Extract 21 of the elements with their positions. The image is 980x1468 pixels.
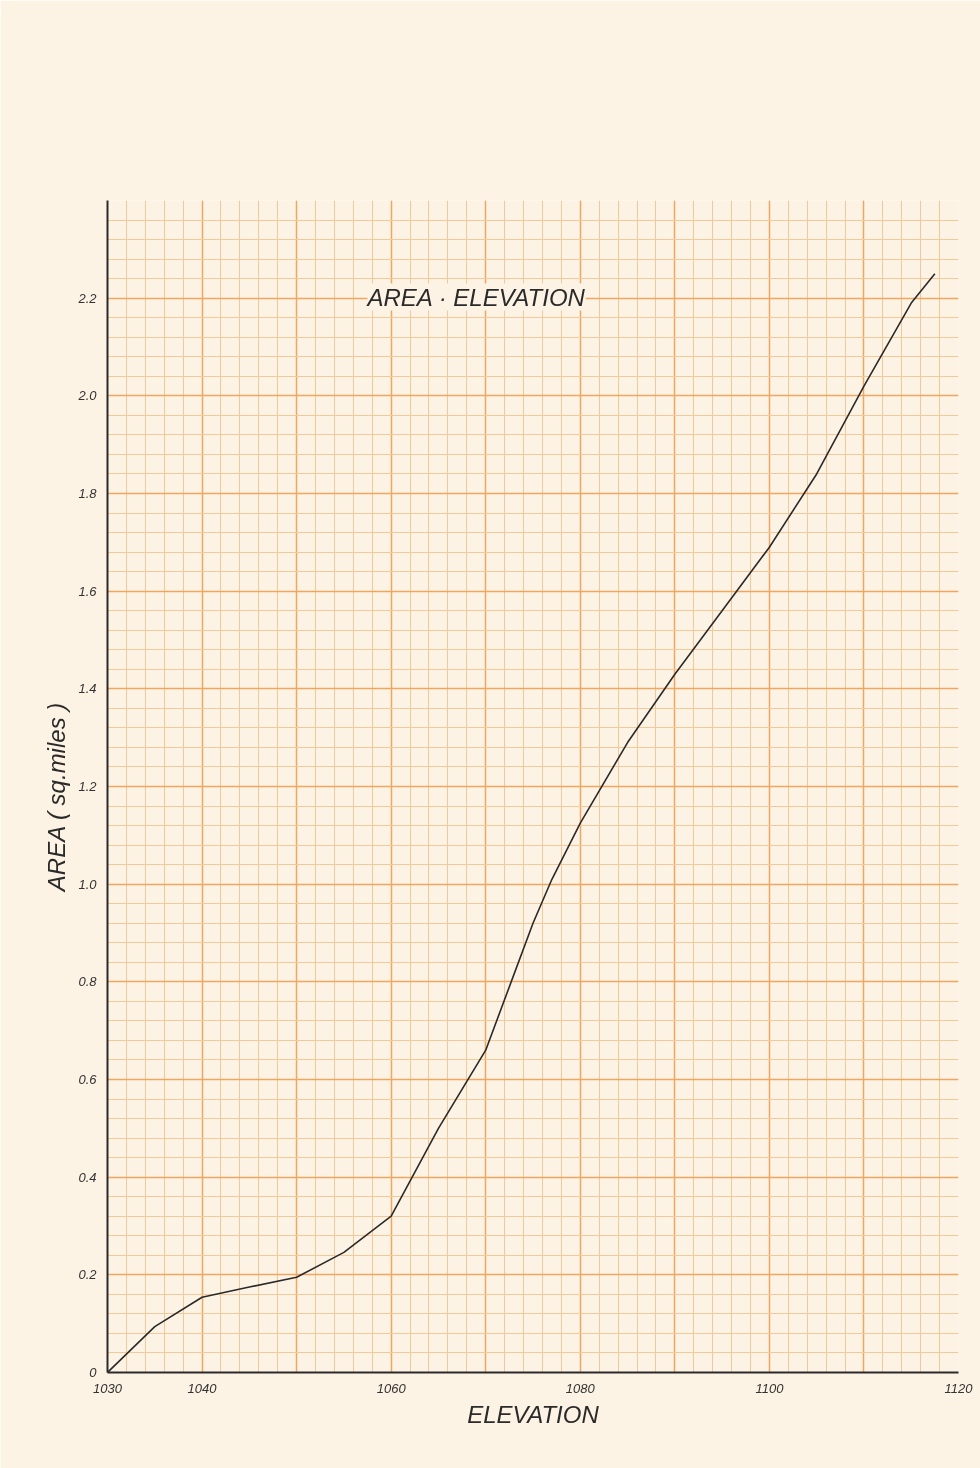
x-tick-label: 1060 [376, 1380, 407, 1396]
y-tick-label: 1.6 [78, 583, 98, 599]
y-tick-label: 1.0 [78, 876, 98, 892]
y-tick-label: 0.8 [78, 974, 98, 990]
x-tick-label: 1080 [565, 1380, 596, 1396]
y-tick-label: 2.0 [77, 388, 98, 404]
y-tick-label: 0.6 [78, 1072, 98, 1087]
y-tick-label: 0.4 [78, 1169, 97, 1185]
x-tick-label: 1040 [187, 1380, 218, 1396]
y-tick-label: 2.2 [77, 290, 98, 306]
y-axis-title: AREA ( sq.miles ) [43, 702, 71, 894]
x-axis-title: ELEVATION [467, 1400, 600, 1428]
y-tick-label: 1.8 [78, 486, 98, 501]
y-tick-label: 0.2 [78, 1267, 98, 1283]
x-tick-label: 1100 [755, 1380, 785, 1396]
text: AREA · ELEVATION [365, 283, 586, 311]
y-tick-label: 1.4 [78, 681, 97, 697]
x-tick-label: 1030 [93, 1380, 123, 1396]
y-tick-label: 1.2 [78, 779, 98, 794]
y-tick-label: 0 [89, 1365, 98, 1380]
x-tick-label: 1120 [944, 1380, 974, 1396]
